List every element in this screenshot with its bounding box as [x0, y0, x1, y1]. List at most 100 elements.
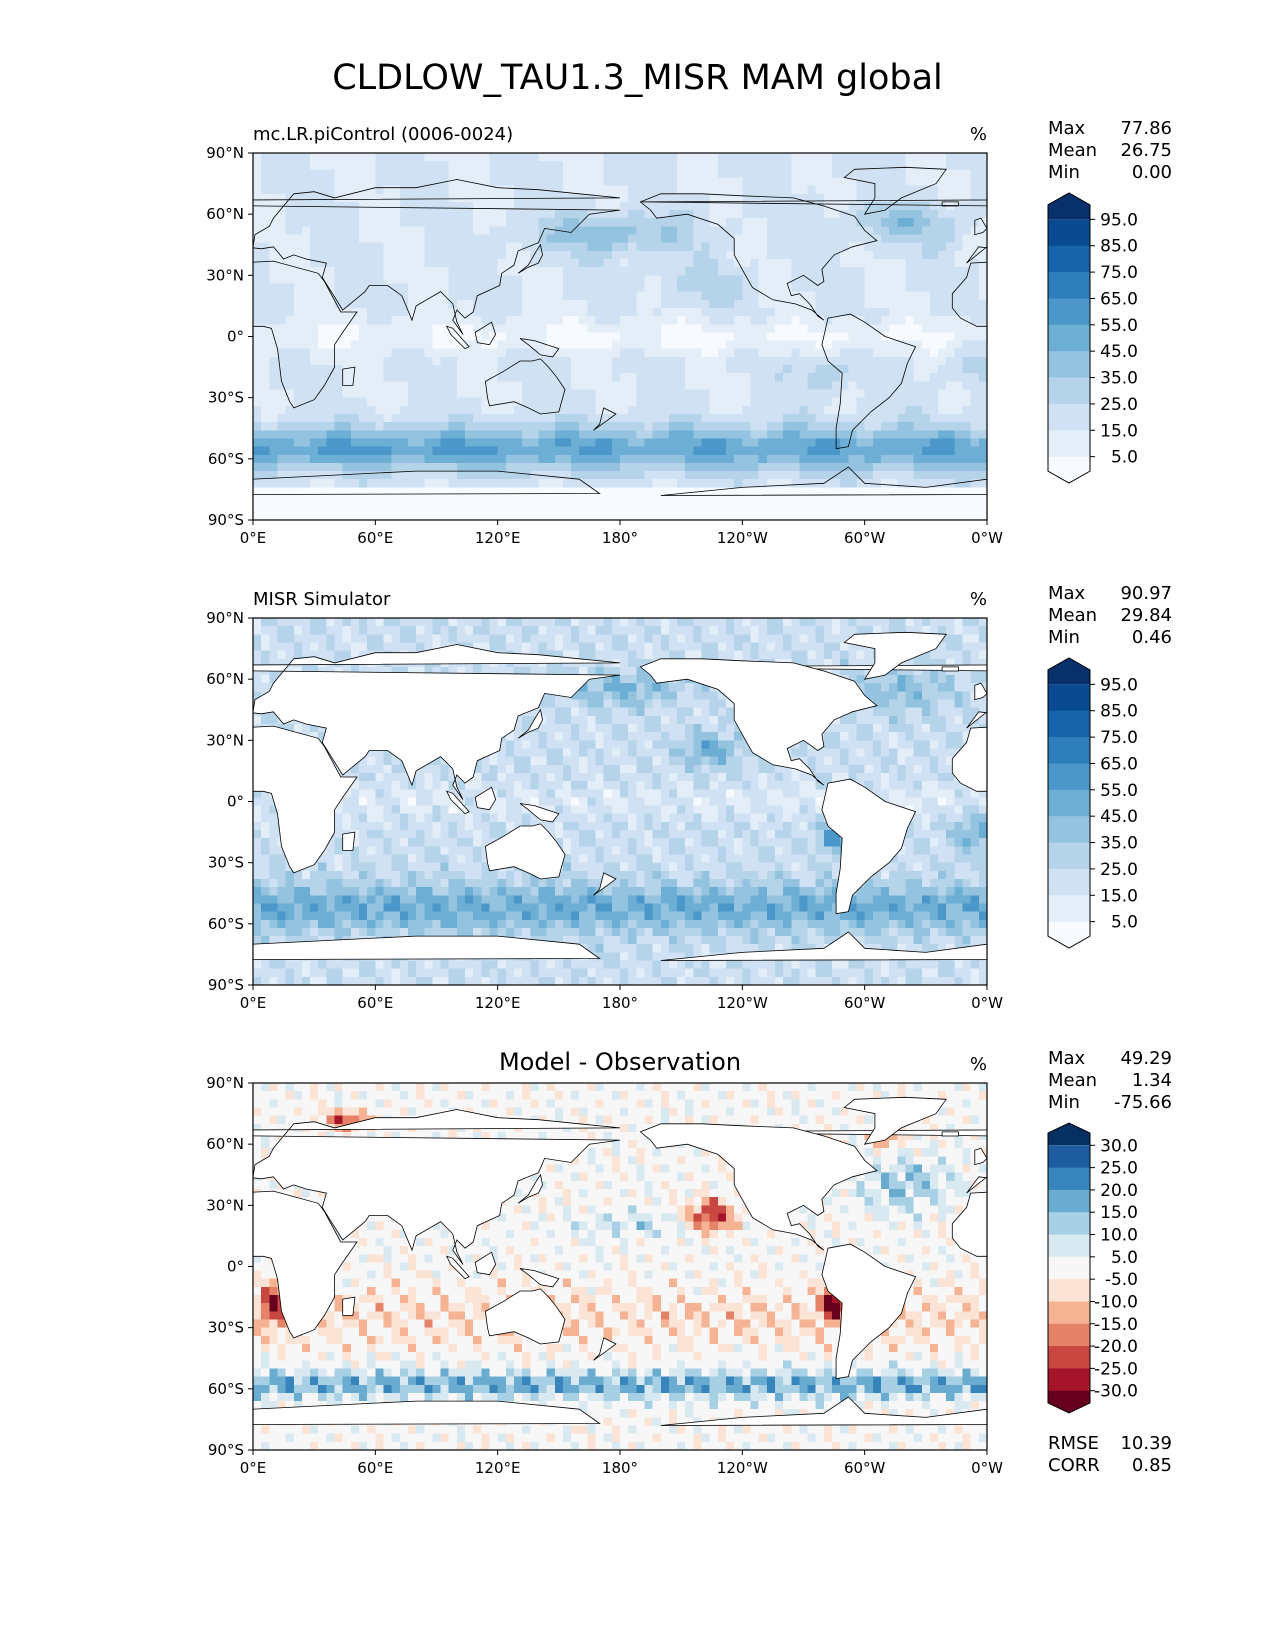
- x-tick-label: 180°: [602, 529, 638, 547]
- units-label: %: [970, 589, 987, 610]
- coastline-antarctica: [660, 466, 987, 520]
- map-panel-2: MISR Simulator % 0°E 60°E 120°E 180° 120°W 60°W…: [206, 583, 1172, 1012]
- x-tick-label: 0°W: [971, 994, 1003, 1012]
- stat-label: RMSE: [1048, 1433, 1099, 1454]
- units-label: %: [970, 124, 987, 145]
- coastline-antarctica: [660, 931, 987, 985]
- coastline-nzealand: [593, 1337, 617, 1361]
- colorbar-tick-label: 95.0: [1100, 675, 1138, 695]
- colorbar-tick-label: 15.0: [1100, 1203, 1138, 1223]
- y-tick-label: 60°S: [208, 915, 244, 933]
- stat-label: Min: [1048, 162, 1080, 183]
- coastline-madagascar: [342, 831, 356, 851]
- y-tick-label: 90°S: [208, 976, 244, 994]
- colorbar-tick-label: 45.0: [1100, 342, 1138, 362]
- panel-title: mc.LR.piControl (0006-0024): [253, 124, 513, 145]
- colorbar-tick-label: 25.0: [1100, 395, 1138, 415]
- coastline-africa: [951, 726, 987, 792]
- colorbar-bin: [1048, 351, 1090, 379]
- colorbar-tick-label: 25.0: [1100, 1159, 1138, 1179]
- stat-label: Max: [1048, 118, 1086, 139]
- x-tick-label: 0°E: [240, 994, 267, 1012]
- x-tick-label: 120°E: [475, 994, 521, 1012]
- y-tick-label: 30°S: [208, 854, 244, 872]
- colorbar-tick-label: 35.0: [1100, 834, 1138, 854]
- panel-title: Model - Observation: [499, 1048, 741, 1076]
- colorbar-tick-label: 30.0: [1100, 1136, 1138, 1156]
- stat-value: 49.29: [1120, 1048, 1172, 1069]
- panel-title: MISR Simulator: [253, 589, 391, 610]
- coastline-australia: [484, 358, 566, 415]
- colorbar-outline: [1047, 1122, 1091, 1414]
- colorbar-extend-max: [1048, 1123, 1090, 1146]
- colorbar-bin: [1048, 1301, 1090, 1325]
- coastline-antarctica: [253, 1400, 601, 1450]
- stat-value: 0.46: [1132, 627, 1172, 648]
- colorbar-bin: [1048, 1167, 1090, 1191]
- stat-value: 1.34: [1132, 1070, 1172, 1091]
- coastline-japan: [517, 1173, 543, 1204]
- colorbar-bin: [1048, 1212, 1090, 1235]
- coastline-newguinea: [519, 338, 560, 358]
- x-tick-label: 60°E: [357, 994, 393, 1012]
- x-tick-label: 120°W: [717, 1459, 768, 1477]
- colorbar-tick-label: 15.0: [1100, 421, 1138, 441]
- colorbar-bin: [1048, 710, 1090, 738]
- colorbar: 95.0 85.0 75.0 65.0 55.0 45.0 35.0 25.0 15.0 5.0: [1047, 657, 1138, 949]
- colorbar-bin: [1048, 219, 1090, 247]
- coastline-africa: [951, 261, 987, 327]
- x-tick-label: 120°E: [475, 1459, 521, 1477]
- coastline-samerica: [821, 1243, 917, 1380]
- figure-title: CLDLOW_TAU1.3_MISR MAM global: [332, 58, 943, 98]
- x-tick-label: 0°W: [971, 1459, 1003, 1477]
- colorbar-bin: [1048, 377, 1090, 405]
- stat-label: CORR: [1048, 1455, 1100, 1476]
- x-tick-label: 60°E: [357, 1459, 393, 1477]
- colorbar-tick-label: 25.0: [1100, 860, 1138, 880]
- colorbar-outline: [1047, 657, 1091, 949]
- y-tick-label: 60°N: [206, 205, 244, 223]
- y-tick-label: 30°S: [208, 389, 244, 407]
- y-tick-label: 90°S: [208, 511, 244, 529]
- coastline-britain: [974, 1147, 987, 1166]
- map-panel-1: mc.LR.piControl (0006-0024) % 0°E 60°E 120°E…: [206, 118, 1172, 547]
- colorbar-bin: [1048, 684, 1090, 712]
- axes: 0°E 60°E 120°E 180° 120°W 60°W 0°W 90°N 60°N 30°N…: [206, 1074, 1003, 1477]
- colorbar-tick-label: 5.0: [1111, 913, 1138, 933]
- colorbar-tick-label: 55.0: [1100, 781, 1138, 801]
- y-tick-label: 0°: [227, 793, 244, 811]
- colorbar-bin: [1048, 1323, 1090, 1347]
- coastline-borneo: [474, 1251, 497, 1276]
- coastline-namerica: [639, 193, 878, 321]
- x-tick-label: 0°E: [240, 1459, 267, 1477]
- y-tick-label: 0°: [227, 328, 244, 346]
- colorbar-tick-label: 5.0: [1111, 1248, 1138, 1268]
- colorbar-bin: [1048, 1256, 1090, 1280]
- coastline-iceland: [941, 666, 959, 672]
- y-tick-label: 30°N: [206, 1196, 244, 1214]
- y-tick-label: 30°N: [206, 731, 244, 749]
- y-tick-label: 60°N: [206, 1135, 244, 1153]
- y-tick-label: 60°S: [208, 450, 244, 468]
- x-tick-label: 120°W: [717, 994, 768, 1012]
- stat-label: Mean: [1048, 1070, 1097, 1091]
- x-tick-label: 60°W: [844, 529, 886, 547]
- colorbar-extend-min: [1048, 1390, 1090, 1413]
- coastline-sumatra: [445, 1255, 470, 1280]
- coastline-britain: [974, 682, 987, 701]
- colorbar-tick-label: -20.0: [1094, 1337, 1138, 1357]
- colorbar-extend-min: [1048, 456, 1090, 483]
- colorbar-tick-label: 15.0: [1100, 886, 1138, 906]
- error-stats: RMSE 10.39 CORR 0.85: [1048, 1433, 1172, 1476]
- coastline-newguinea: [519, 1268, 560, 1288]
- colorbar-outline: [1047, 192, 1091, 484]
- y-tick-label: 30°S: [208, 1319, 244, 1337]
- coastlines: [253, 631, 987, 985]
- colorbar-tick-label: -15.0: [1094, 1315, 1138, 1335]
- colorbar-tick-label: 75.0: [1100, 263, 1138, 283]
- coastline-borneo: [474, 786, 497, 811]
- colorbar-bin: [1048, 1145, 1090, 1169]
- colorbar-tick-label: -10.0: [1094, 1292, 1138, 1312]
- x-tick-label: 60°E: [357, 529, 393, 547]
